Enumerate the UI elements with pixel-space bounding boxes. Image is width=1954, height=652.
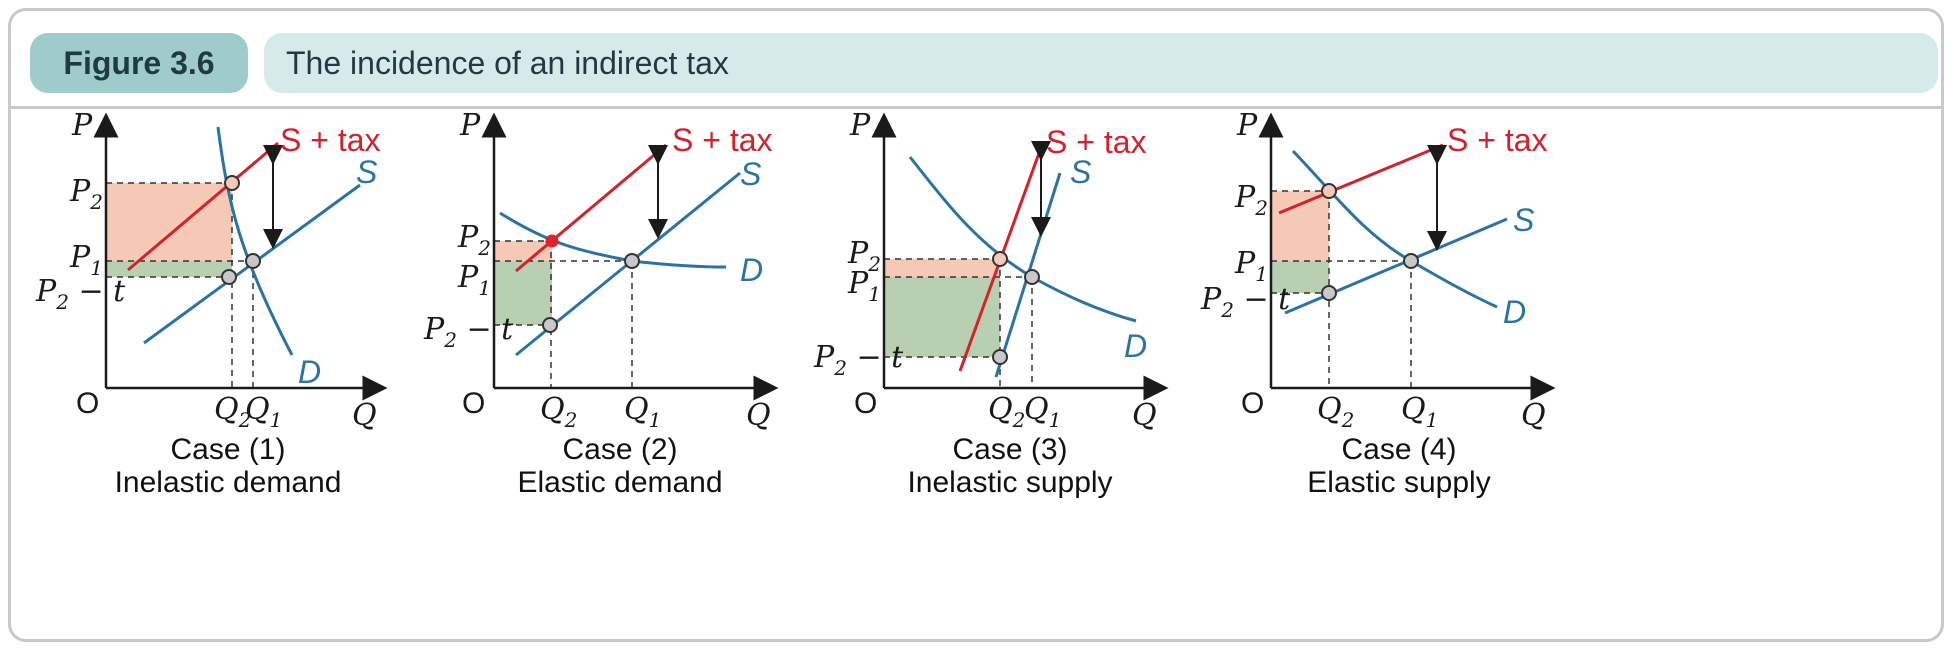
origin-label: O (854, 387, 877, 420)
p2-minus-t-label: P2 − t (813, 340, 904, 380)
producer-price-point (542, 317, 558, 333)
q1-label: Q1 (1401, 392, 1438, 432)
q1-label: Q1 (1024, 392, 1061, 432)
guide-lines (106, 182, 254, 388)
new-equilibrium-point (545, 234, 559, 248)
s-plus-tax-label: S + tax (1046, 124, 1147, 160)
producer-burden-area (1271, 261, 1329, 293)
supply-plus-tax-curve (515, 143, 667, 273)
supply-plus-tax-curve (1278, 143, 1444, 215)
case-description: Elastic supply (1307, 466, 1491, 499)
y-axis-label: P (1236, 108, 1258, 143)
origin-label: O (76, 387, 99, 420)
consumer-burden-area (1271, 191, 1329, 261)
q2-label: Q2 (988, 392, 1025, 432)
x-axis-label: Q (352, 398, 377, 433)
producer-price-point (992, 349, 1008, 365)
figure-header: Figure 3.6 The incidence of an indirect … (8, 8, 1944, 108)
p2-label: P2 (457, 220, 491, 260)
p2-minus-t-label: P2 − t (35, 274, 126, 314)
origin-label: O (462, 387, 485, 420)
p2-label: P2 (1234, 180, 1268, 220)
case-title: Case (2) (562, 433, 678, 466)
case-description: Elastic demand (517, 466, 723, 499)
panel-case-4: P Q O P2 P1 P2 − t Q2 Q1 S + tax S D Cas… (1200, 108, 1665, 605)
case-3-diagram: P Q O P2 P1 P2 − t Q2 Q1 S + tax S D (813, 108, 1169, 433)
p2-label: P2 (847, 236, 881, 276)
p1-label: P1 (457, 260, 491, 300)
s-label: S (1513, 202, 1534, 238)
supply-curve (1284, 217, 1508, 315)
original-equilibrium-point (624, 253, 640, 269)
d-label: D (1503, 294, 1526, 330)
demand-curve (216, 126, 294, 356)
original-equilibrium-point (1403, 253, 1419, 269)
s-label: S (356, 154, 377, 190)
p1-label: P1 (847, 266, 881, 306)
original-equilibrium-point (245, 253, 261, 269)
s-plus-tax-label: S + tax (280, 122, 381, 158)
p2-label: P2 (69, 174, 103, 214)
q2-label: Q2 (1317, 392, 1354, 432)
case-1-diagram: P Q O P2 P1 P2 − t Q2 Q1 S + tax S D (35, 108, 388, 433)
case-description: Inelastic supply (907, 466, 1113, 499)
new-equilibrium-point (992, 251, 1008, 267)
s-label: S (740, 156, 761, 192)
guide-lines (494, 240, 633, 388)
y-axis-label: P (849, 108, 871, 143)
y-axis-label: P (459, 108, 481, 143)
original-equilibrium-point (1024, 269, 1040, 285)
p2-minus-t-label: P2 − t (423, 312, 514, 352)
producer-price-point (221, 269, 237, 285)
new-equilibrium-point (1321, 183, 1337, 199)
p1-label: P1 (1234, 246, 1268, 286)
q1-label: Q1 (245, 392, 282, 432)
case-title: Case (4) (1341, 433, 1457, 466)
q2-label: Q2 (540, 392, 577, 432)
guide-lines (884, 258, 1033, 388)
origin-label: O (1241, 387, 1264, 420)
panel-case-3: P Q O P2 P1 P2 − t Q2 Q1 S + tax S D Cas… (813, 108, 1278, 605)
case-2-diagram: P Q O P2 P1 P2 − t Q2 Q1 S + tax S D (423, 108, 779, 433)
supply-plus-tax-curve (127, 141, 279, 272)
s-plus-tax-label: S + tax (672, 122, 773, 158)
case-title: Case (3) (952, 433, 1068, 466)
producer-burden-area (494, 261, 552, 325)
producer-burden-area (106, 261, 232, 277)
figure-number: Figure 3.6 (30, 33, 248, 93)
p1-label: P1 (69, 240, 103, 280)
new-equilibrium-point (224, 175, 240, 191)
d-label: D (298, 354, 321, 390)
d-label: D (1124, 328, 1147, 364)
panel-case-1: P Q O P2 P1 P2 − t Q2 Q1 S + tax S D Cas… (35, 108, 500, 605)
case-title: Case (1) (170, 433, 286, 466)
case-description: Inelastic demand (114, 466, 342, 499)
consumer-burden-area (494, 241, 552, 261)
x-axis-label: Q (1132, 398, 1157, 433)
x-axis-label: Q (1521, 398, 1546, 433)
q1-label: Q1 (624, 392, 661, 432)
consumer-burden-area (884, 259, 1000, 277)
x-axis-label: Q (746, 398, 771, 433)
s-plus-tax-label: S + tax (1447, 122, 1548, 158)
guide-lines (1271, 190, 1412, 388)
panel-case-2: P Q O P2 P1 P2 − t Q2 Q1 S + tax S D Cas… (423, 108, 888, 605)
q2-label: Q2 (214, 392, 251, 432)
header-divider (11, 106, 1941, 109)
y-axis-label: P (71, 108, 93, 143)
consumer-burden-area (106, 183, 232, 261)
p2-minus-t-label: P2 − t (1200, 282, 1291, 322)
case-4-diagram: P Q O P2 P1 P2 − t Q2 Q1 S + tax S D (1200, 108, 1556, 433)
producer-price-point (1321, 285, 1337, 301)
d-label: D (740, 252, 763, 288)
figure-title: The incidence of an indirect tax (264, 33, 1938, 93)
s-label: S (1070, 154, 1091, 190)
